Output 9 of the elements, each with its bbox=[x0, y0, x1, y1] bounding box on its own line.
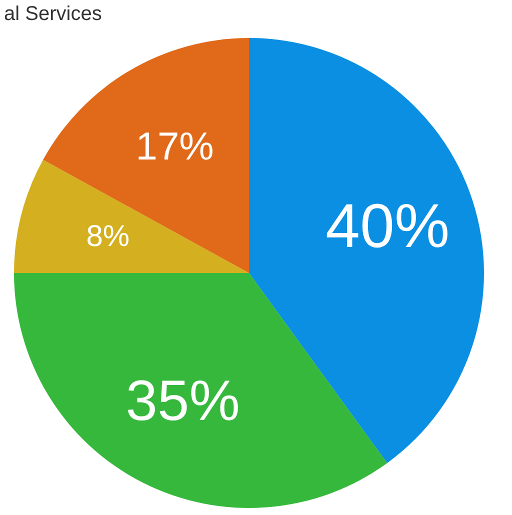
pie-slice bbox=[14, 160, 249, 273]
data-label: 40% bbox=[326, 192, 450, 261]
pie-slice bbox=[43, 38, 249, 273]
chart-title: al Services bbox=[4, 3, 102, 25]
data-label: 35% bbox=[126, 368, 240, 433]
data-label: 8% bbox=[86, 220, 130, 253]
data-label: 17% bbox=[136, 126, 214, 169]
pie-slice bbox=[249, 38, 484, 464]
pie-slice bbox=[14, 273, 388, 508]
